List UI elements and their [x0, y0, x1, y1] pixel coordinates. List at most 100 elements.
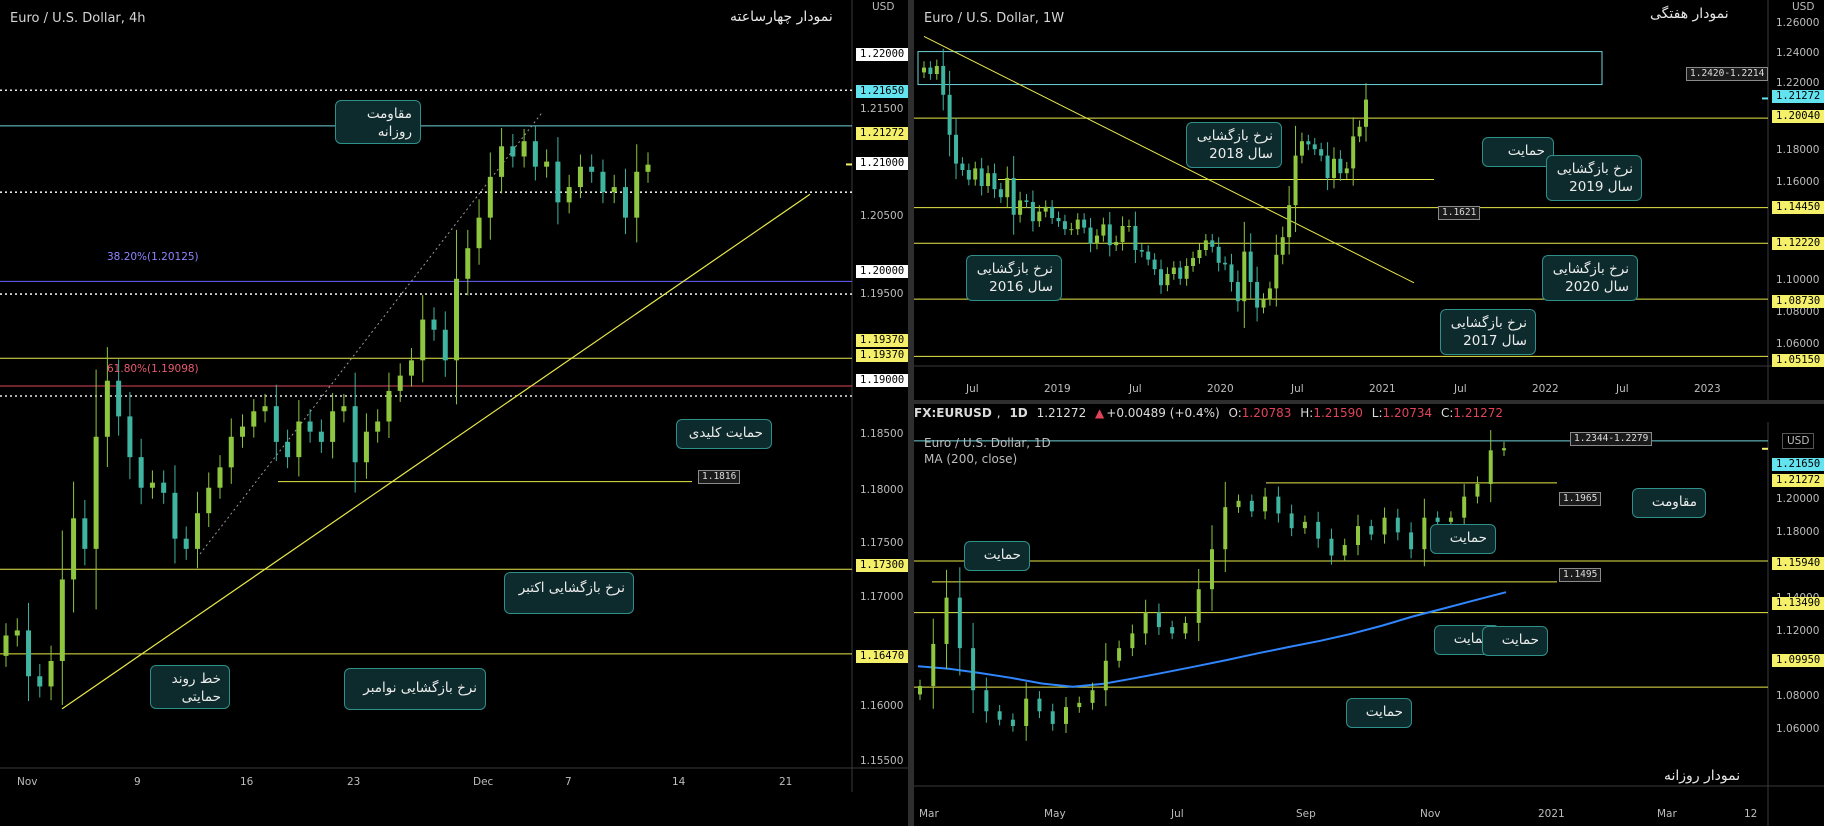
candle-body: [206, 487, 212, 514]
candle-body: [1056, 218, 1061, 222]
symbol-header: FX:EURUSD, 1D 1.21272 ▲ +0.00489 (+0.4%) …: [914, 404, 1824, 422]
candle-body: [928, 67, 933, 74]
chart-4h-panel[interactable]: Euro / U.S. Dollar, 4h نمودار چهارساعته …: [0, 0, 908, 792]
chart-4h-rtl-title: نمودار چهارساعته: [730, 9, 833, 25]
channel-dotted-line: [199, 112, 543, 555]
candle-body: [947, 94, 952, 135]
x-tick: 2021: [1369, 383, 1396, 395]
x-tick: 2021: [1538, 808, 1565, 820]
candle-body: [1242, 251, 1247, 302]
candle-body: [1316, 521, 1321, 539]
candle-body: [998, 189, 1003, 198]
candle-body: [138, 457, 144, 488]
price-label-1.21650: 1.21650: [856, 85, 908, 98]
candle-body: [979, 168, 984, 186]
candle-body: [1488, 450, 1493, 484]
candle-body: [1319, 149, 1324, 156]
callout-2017-open: نرخ بازگشایی سال 2017: [1440, 309, 1536, 355]
zone-tag: 1.2420-1.2214: [1686, 67, 1769, 81]
chart-1d-title: Euro / U.S. Dollar, 1D: [924, 436, 1051, 450]
candle-body: [1037, 698, 1042, 712]
x-tick: 14: [672, 776, 686, 788]
candle-body: [194, 513, 200, 549]
candle-body: [1082, 219, 1087, 228]
candle-body: [1050, 711, 1055, 724]
x-tick: Jul: [1129, 383, 1142, 395]
price-label-1.20000: 1.20000: [856, 265, 908, 278]
candle-body: [1210, 240, 1215, 247]
candle-body: [1191, 258, 1196, 266]
candle-body: [14, 630, 20, 636]
symbol: FX:EURUSD: [914, 406, 992, 420]
callout-key-support: حمایت کلیدی: [676, 419, 772, 449]
candle-body: [1133, 226, 1138, 250]
y-tick: 1.16000: [860, 700, 904, 712]
candle-body: [172, 492, 178, 539]
candle-body: [1184, 266, 1189, 279]
y-tick: 1.19500: [860, 288, 904, 300]
price-label-1.14450: 1.14450: [1772, 201, 1824, 214]
candle-body: [1197, 250, 1202, 258]
chart-1d-svg: [914, 422, 1824, 826]
candle-body: [1143, 612, 1148, 634]
candle-body: [1156, 612, 1161, 628]
candle-body: [521, 141, 527, 157]
candle-body: [1101, 224, 1106, 236]
price-label-1.21000: 1.21000: [856, 157, 908, 170]
callout-support-4: حمایت: [1482, 626, 1548, 656]
resistance-zone: [917, 51, 1603, 86]
fib-38-label: 38.20%(1.20125): [107, 251, 199, 263]
y-tick: 1.12000: [1776, 625, 1820, 637]
callout-2016-open: نرخ بازگشایی سال 2016: [966, 255, 1062, 301]
candle-body: [318, 431, 324, 442]
candle-body: [1030, 202, 1035, 222]
candle-body: [1267, 288, 1272, 300]
callout-october-open: نرخ بازگشایی اکتبر: [504, 572, 634, 614]
price-label-1.13490: 1.13490: [1772, 597, 1824, 610]
x-tick: 2023: [1694, 383, 1721, 395]
y-tick: 1.06000: [1776, 338, 1820, 350]
candle-body: [1064, 707, 1068, 724]
callout-november-open: نرخ بازگشایی نوامبر: [344, 668, 486, 710]
panel-separator-vertical: [908, 0, 914, 826]
candle-body: [1178, 267, 1183, 279]
candle-body: [240, 426, 246, 437]
candle-body: [1005, 178, 1010, 198]
candle-body: [941, 66, 946, 95]
last-price-marker: [846, 163, 852, 166]
candle-body: [375, 421, 381, 432]
key-support-tag: 1.1816: [698, 470, 741, 484]
candle-body: [984, 690, 989, 712]
candle-body: [37, 676, 43, 687]
y-tick: 1.17500: [860, 537, 904, 549]
candle-body: [1249, 500, 1254, 512]
y-tick: 1.24000: [1776, 47, 1820, 59]
chart-1w-svg: [914, 0, 1824, 400]
callout-2019-open: نرخ بازگشایی سال 2019: [1546, 155, 1642, 201]
candle-body: [442, 329, 448, 361]
candle-body: [1088, 227, 1093, 244]
chart-1w-title: Euro / U.S. Dollar, 1W: [924, 11, 1065, 26]
candle-body: [1171, 267, 1176, 274]
candle-body: [973, 168, 978, 180]
candle-body: [1302, 521, 1307, 529]
candle-body: [1351, 136, 1356, 169]
x-tick: May: [1044, 808, 1066, 820]
candle-body: [408, 360, 414, 376]
chart-1d-panel[interactable]: Euro / U.S. Dollar, 1D MA (200, close) ن…: [914, 422, 1824, 826]
candle-body: [1435, 517, 1440, 522]
x-tick: 23: [347, 776, 361, 788]
candle-body: [1062, 221, 1067, 230]
support-1.1621-tag: 1.1621: [1438, 206, 1481, 220]
interval: 1D: [1009, 406, 1028, 420]
candle-body: [1126, 226, 1131, 227]
candle-body: [420, 319, 426, 361]
chart-1w-panel[interactable]: Euro / U.S. Dollar, 1W نمودار هفتگی USD …: [914, 0, 1824, 400]
panel-separator-horizontal: [914, 400, 1824, 404]
candle-body: [1069, 229, 1074, 231]
candle-body: [1382, 517, 1387, 535]
last-price-marker: [1762, 447, 1768, 450]
candle-body: [992, 173, 997, 190]
header-price: 1.21272: [1036, 406, 1087, 420]
callout-daily-resistance: مقاومت روزانه: [335, 100, 421, 144]
